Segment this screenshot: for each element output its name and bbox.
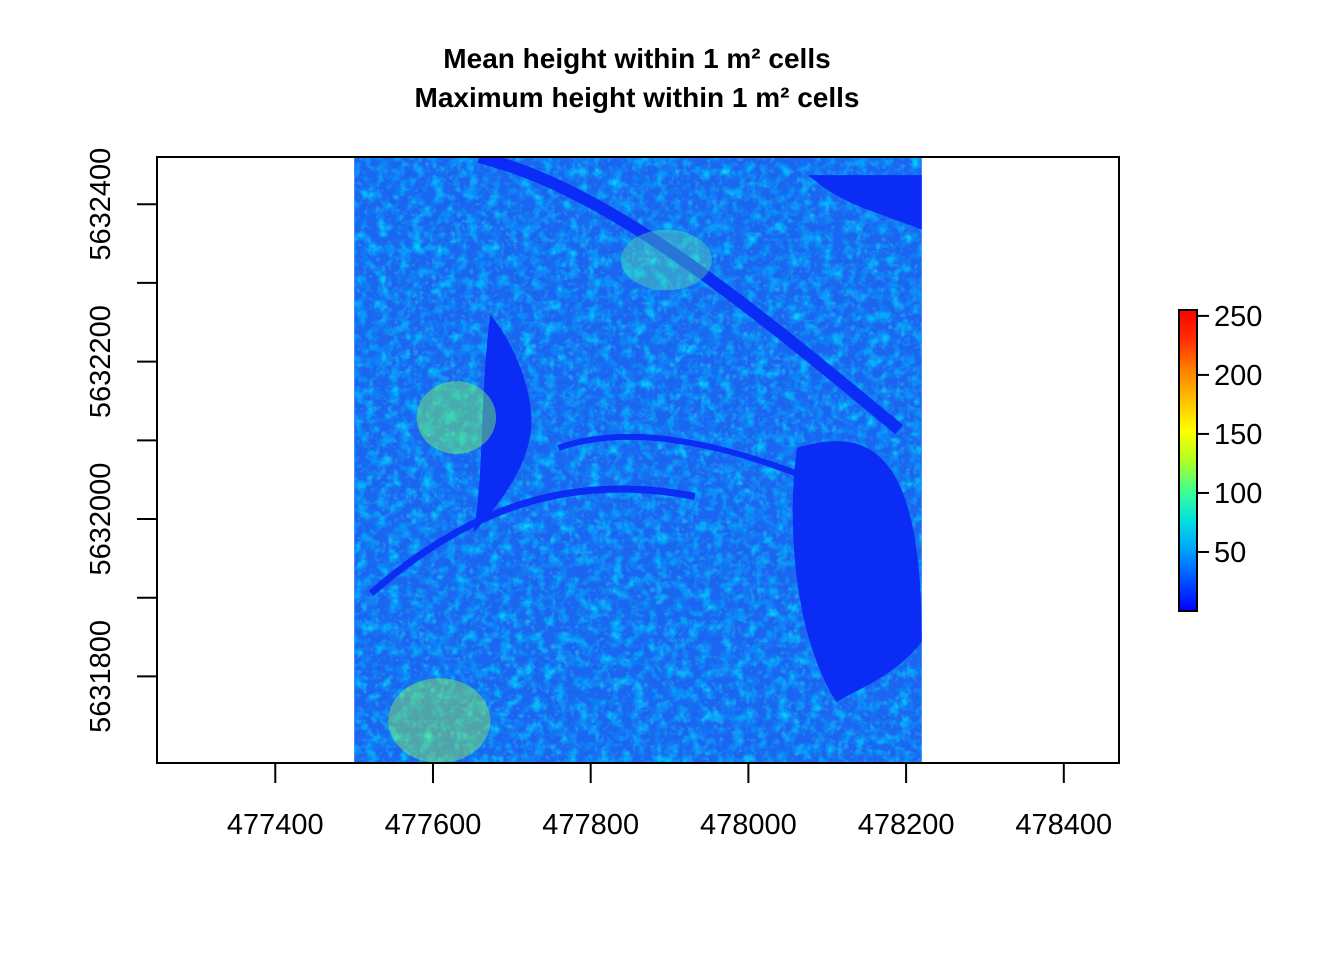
tall-canopy-patch	[620, 229, 712, 291]
tall-canopy-patch	[416, 381, 497, 454]
low-area-corner	[808, 175, 922, 230]
legend-tick-label: 250	[1214, 301, 1262, 333]
y-tick-label: 5632200	[85, 305, 117, 418]
color-legend: 50 100 150 200 250	[1178, 301, 1262, 612]
x-tick-label: 477600	[385, 809, 482, 841]
y-axis: 5631800 5632000 5632200 5632400	[85, 148, 158, 733]
x-tick-label: 478400	[1015, 809, 1112, 841]
legend-tick-label: 150	[1214, 419, 1262, 451]
tall-canopy-patch	[388, 678, 491, 763]
height-raster	[354, 157, 922, 763]
legend-tick-label: 100	[1214, 478, 1262, 510]
legend-tick-label: 200	[1214, 360, 1262, 392]
x-axis: 477400 477600 477800 478000 478200 478400	[227, 762, 1112, 841]
x-tick-label: 478200	[858, 809, 955, 841]
low-area-pond	[473, 314, 532, 533]
y-tick-label: 5632400	[85, 148, 117, 261]
x-tick-label: 477800	[542, 809, 639, 841]
y-tick-label: 5631800	[85, 620, 117, 733]
legend-color-bar	[1178, 309, 1198, 612]
low-area-path	[368, 485, 696, 596]
low-area-path-2	[557, 433, 810, 481]
x-tick-label: 477400	[227, 809, 324, 841]
chart-title-line-1: Mean height within 1 m² cells	[443, 43, 831, 74]
legend-tick-label: 50	[1214, 537, 1246, 569]
y-tick-label: 5632000	[85, 463, 117, 576]
low-area-clearing	[792, 441, 922, 703]
chart-title-line-2: Maximum height within 1 m² cells	[414, 82, 860, 113]
low-area-track	[477, 157, 904, 435]
x-tick-label: 478000	[700, 809, 797, 841]
